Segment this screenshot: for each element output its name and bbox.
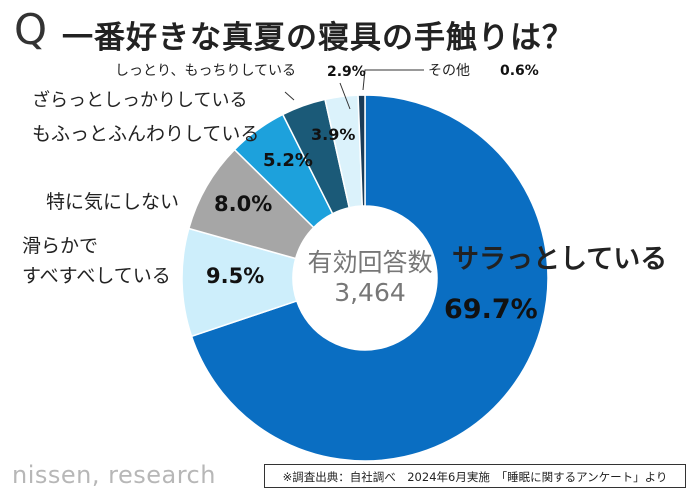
value-label-2: 8.0%: [214, 192, 272, 216]
leader-line-4: [284, 91, 295, 101]
category-label-2: 特に気にしない: [46, 191, 179, 213]
value-label-0: 69.7%: [444, 294, 538, 325]
slice-0: [190, 94, 549, 462]
center-respondent-count: 3,464: [334, 278, 406, 307]
slice-6: [357, 94, 366, 207]
value-label-1: 9.5%: [206, 264, 264, 288]
value-label-3: 5.2%: [263, 150, 313, 171]
category-label-0: サラっとしている: [452, 244, 667, 275]
value-label-6: 0.6%: [500, 63, 539, 79]
brand-logo: nissen, research: [12, 461, 216, 489]
category-label-6: その他: [428, 63, 470, 79]
chart-title: 一番好きな真夏の寝具の手触りは？: [62, 20, 574, 56]
leader-line-5: [339, 82, 351, 110]
question-mark-label: Q: [14, 5, 48, 54]
category-label-4: ざらっとしっかりしている: [32, 89, 247, 111]
leader-line-6: [362, 69, 424, 91]
value-label-4: 3.9%: [311, 125, 355, 144]
source-note: ※調査出典：自社調べ 2024年6月実施 「睡眠に関するアンケート」より: [264, 464, 686, 488]
category-label-5: しっとり、もっちりしている: [115, 63, 296, 79]
center-title: 有効回答数: [307, 248, 433, 277]
category-label-3: もふっとふんわりしている: [32, 123, 259, 145]
category-label-1: 滑らかですべすべしている: [22, 235, 171, 287]
value-label-5: 2.9%: [327, 64, 366, 80]
